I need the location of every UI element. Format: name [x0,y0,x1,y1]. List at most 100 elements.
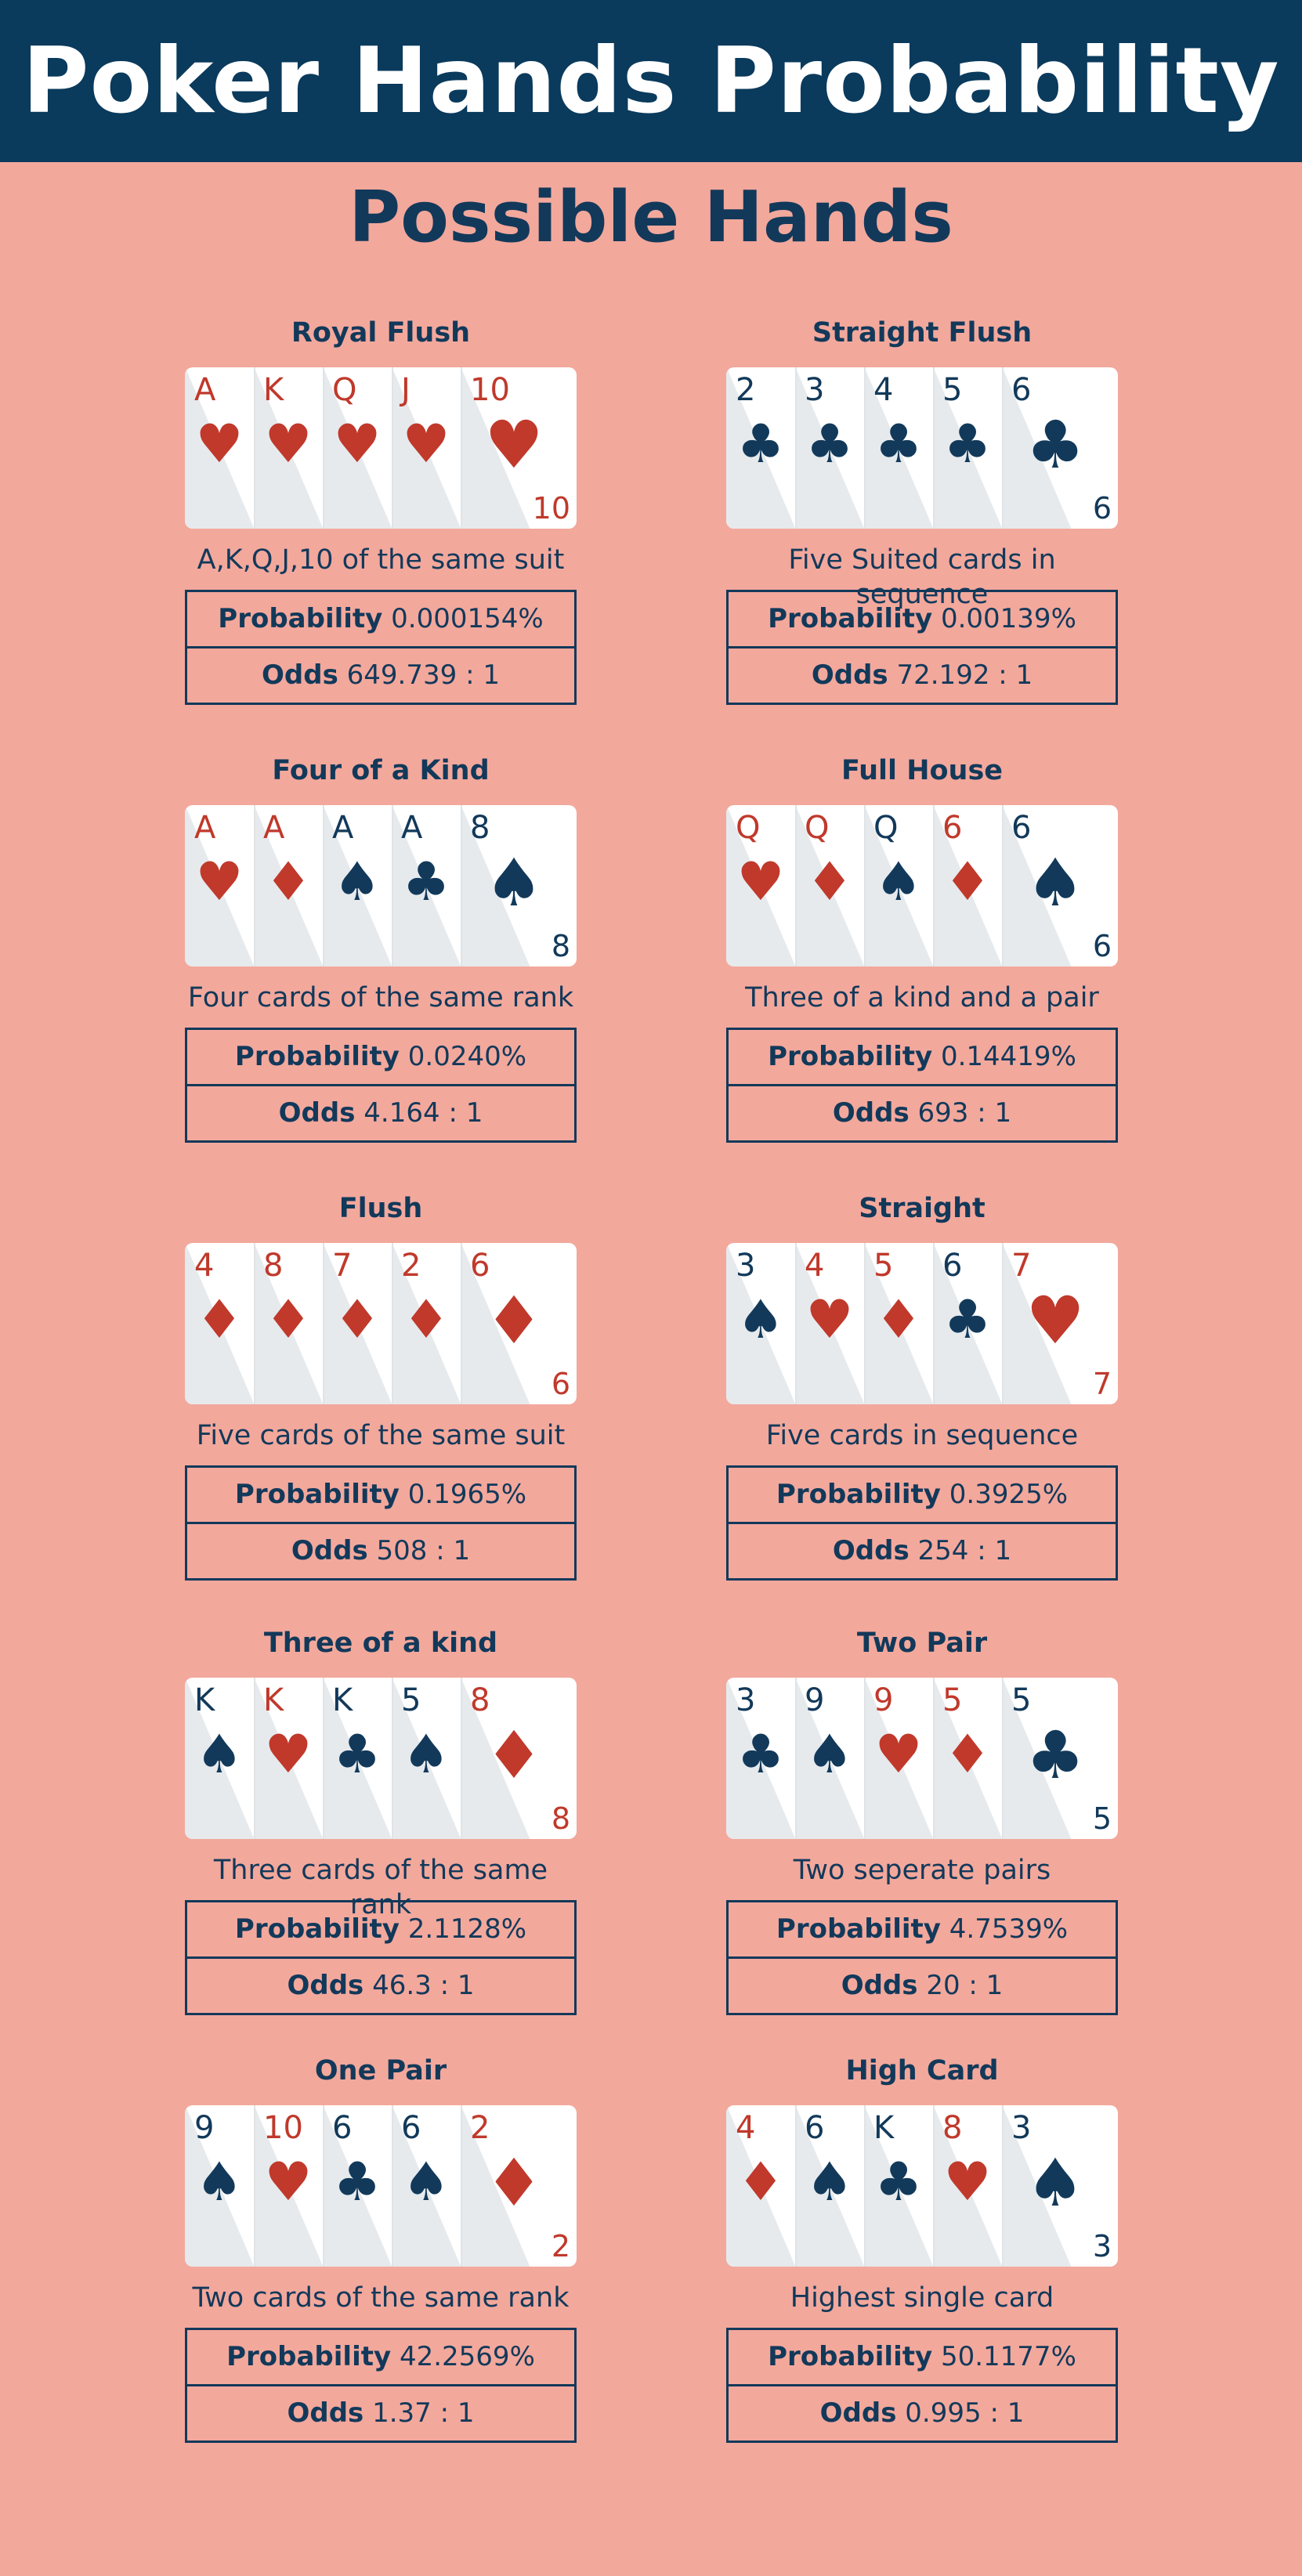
hand-name: Straight Flush [812,317,1033,349]
card-shade [323,805,392,966]
card-divider [392,367,393,529]
card-rank: 3 [736,1248,756,1284]
odds-row: Odds 1.37 : 1 [187,2384,574,2441]
probability-row: Probability 42.2569% [187,2330,574,2384]
card-divider [1002,367,1004,529]
hand-two-pair: Two Pair 3 ♣ 9 ♠ 9 ♥ 5 ♦ 5 ♣ 5 Two seperate pairs Pro… [726,1626,1118,2015]
card-shade [726,1243,795,1404]
hand-full-house: Full House Q ♥ Q ♦ Q ♠ 6 ♦ 6 ♠ 6 Three of a kind and… [726,753,1118,1143]
odds-value: 1.37 : 1 [372,2397,475,2429]
card-strip: A ♥ A ♦ A ♠ A ♣ 8 ♠ 8 [185,805,577,966]
card-shade [254,1243,323,1404]
heart-icon: ♥ [805,1289,854,1351]
card-shade [933,1678,1002,1839]
odds-value: 4.164 : 1 [363,1097,483,1129]
card-rank: 10 [470,372,510,408]
card-rank: K [332,1682,353,1718]
card-shade [864,2105,933,2267]
probability-row: Probability 0.00139% [729,592,1116,646]
card-rank: 6 [805,2110,825,2146]
probability-value: 0.0240% [407,1041,527,1072]
card-divider [392,2105,393,2267]
card-corner-rank: 6 [1092,491,1112,526]
card-strip: 3 ♣ 9 ♠ 9 ♥ 5 ♦ 5 ♣ 5 [726,1678,1118,1839]
stats-box: Probability 0.3925% Odds 254 : 1 [726,1465,1118,1581]
card-rank: 2 [470,2110,490,2146]
card-shade [254,805,323,966]
heart-icon: ♥ [402,414,450,475]
card-rank: 10 [263,2110,303,2146]
probability-row: Probability 4.7539% [729,1902,1116,1956]
diamond-icon: ♦ [874,1289,923,1351]
card-shade [864,1243,933,1404]
card-shade [185,805,254,966]
hand-description: Three cards of the same rank [213,1855,548,1920]
stats-box: Probability 4.7539% Odds 20 : 1 [726,1900,1118,2015]
probability-label: Probability [218,603,383,634]
hand-name: Four of a Kind [272,755,490,786]
stats-box: Probability 2.1128% Odds 46.3 : 1 [185,1900,577,2015]
card-shade [185,2105,254,2267]
probability-row: Probability 50.1177% [729,2330,1116,2384]
card-rank: 5 [1011,1682,1032,1718]
diamond-icon: ♦ [484,2144,544,2221]
card-divider [864,805,866,966]
card-shade [392,1243,461,1404]
card-rank: 5 [873,1248,894,1284]
card-shade [392,2105,461,2267]
odds-value: 20 : 1 [926,1970,1004,2001]
card-shade [185,1243,254,1404]
card-rank: K [873,2110,895,2146]
hand-straight-flush: Straight Flush 2 ♣ 3 ♣ 4 ♣ 5 ♣ 6 ♣ 6 Five Suited car… [726,316,1118,705]
page-title: Poker Hands Probability [22,28,1280,134]
spade-icon: ♠ [402,1724,450,1786]
card-shade [185,1678,254,1839]
card-rank: 6 [332,2110,353,2146]
card-divider [254,367,255,529]
card-shade [795,805,864,966]
odds-row: Odds 46.3 : 1 [187,1956,574,2013]
hand-name: One Pair [314,2055,447,2086]
card-shade [864,367,933,529]
stats-box: Probability 50.1177% Odds 0.995 : 1 [726,2328,1118,2443]
card-corner-rank: 3 [1092,2229,1112,2263]
odds-value: 649.739 : 1 [346,659,500,691]
card-strip: 4 ♦ 8 ♦ 7 ♦ 2 ♦ 6 ♦ 6 [185,1243,577,1404]
card-rank: 5 [942,372,963,408]
card-divider [254,1678,255,1839]
diamond-icon: ♦ [402,1289,450,1351]
card-rank: 8 [470,810,490,846]
card-rank: 6 [942,810,963,846]
card-shade [254,367,323,529]
card-shade [254,2105,323,2267]
spade-icon: ♠ [402,2151,450,2213]
card-rank: Q [736,810,761,846]
probability-value: 42.2569% [399,2341,535,2372]
card-divider [864,1678,866,1839]
probability-row: Probability 0.1965% [187,1468,574,1522]
card-divider [461,367,462,529]
card-rank: 4 [736,2110,756,2146]
card-rank: A [401,810,423,846]
card-rank: A [332,810,354,846]
card-rank: 4 [873,372,894,408]
hand-three-of-a-kind: Three of a kind K ♠ K ♥ K ♣ 5 ♠ 8 ♦ 8 Three cards of… [185,1626,577,2015]
card-rank: K [263,372,284,408]
card-divider [323,805,324,966]
card-divider [254,805,255,966]
diamond-icon: ♦ [943,851,992,913]
card-shade [1002,1678,1071,1839]
club-icon: ♣ [874,2151,923,2213]
stats-box: Probability 0.000154% Odds 649.739 : 1 [185,590,577,705]
probability-row: Probability 0.3925% [729,1468,1116,1522]
club-icon: ♣ [943,1289,992,1351]
card-rank: 5 [401,1682,421,1718]
hand-four-of-a-kind: Four of a Kind A ♥ A ♦ A ♠ A ♣ 8 ♠ 8 Four cards of t… [185,753,577,1143]
card-corner-rank: 6 [1092,929,1112,963]
card-shade [185,367,254,529]
heart-icon: ♥ [264,1724,313,1786]
card-divider [1002,805,1004,966]
probability-label: Probability [768,603,933,634]
probability-label: Probability [776,1913,941,1945]
probability-value: 0.14419% [940,1041,1076,1072]
